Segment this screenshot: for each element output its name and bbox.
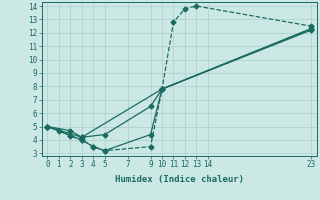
X-axis label: Humidex (Indice chaleur): Humidex (Indice chaleur) (115, 175, 244, 184)
